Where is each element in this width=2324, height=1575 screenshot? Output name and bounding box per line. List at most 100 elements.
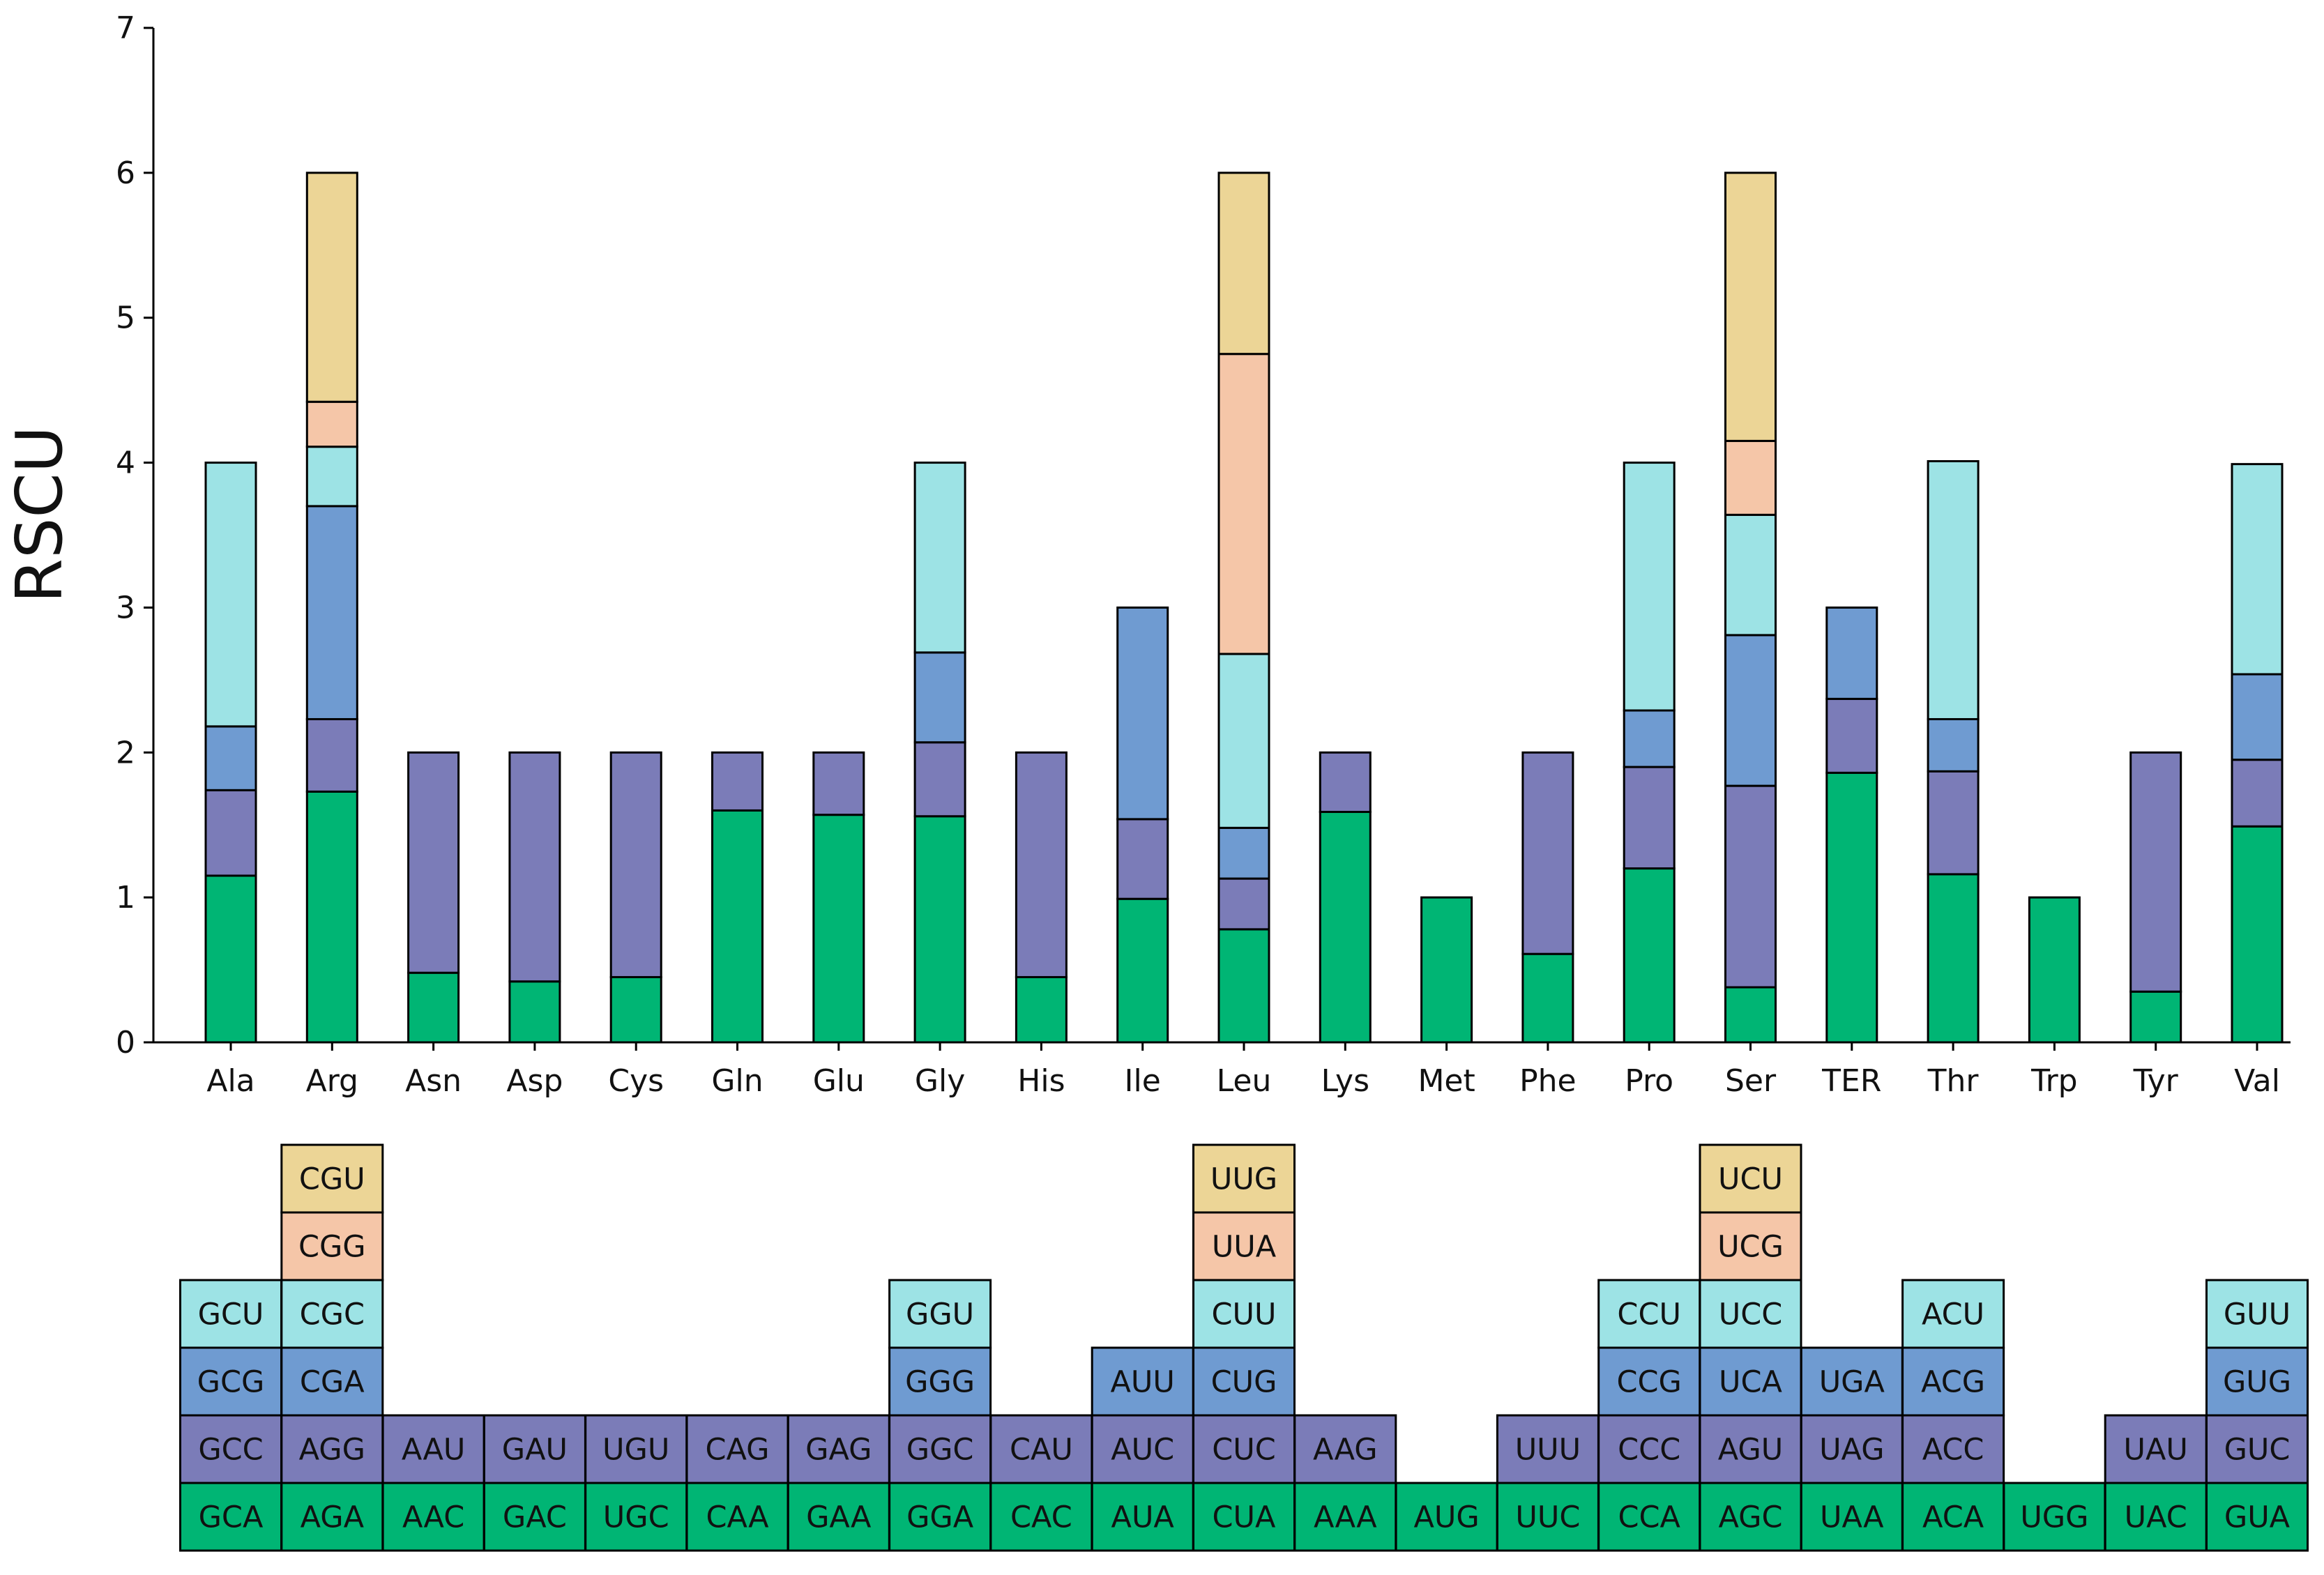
- codon-cell: [888, 1279, 992, 1349]
- bar-segment-thr-aca: [1927, 873, 1980, 1044]
- bar-segment-asn-aac: [407, 971, 460, 1044]
- codon-label: GCC: [198, 1433, 263, 1468]
- codon-cell: [1192, 1414, 1296, 1484]
- codon-label: CAC: [1010, 1500, 1072, 1535]
- bar-segment-ile-aua: [1116, 897, 1169, 1044]
- bar-segment-arg-cgc: [305, 446, 358, 508]
- codon-cell: [179, 1346, 282, 1417]
- codon-label: CCC: [1618, 1433, 1680, 1468]
- codon-cell: [280, 1414, 384, 1484]
- codon-cell: [888, 1482, 992, 1552]
- codon-label: AAC: [402, 1500, 464, 1535]
- x-tick-label: Phe: [1519, 1063, 1577, 1099]
- x-tick-label: TER: [1821, 1063, 1881, 1099]
- x-tick-label: Val: [2234, 1063, 2280, 1099]
- codon-cell: [280, 1143, 384, 1214]
- bar-segment-ala-gcc: [204, 789, 257, 877]
- bar-segment-trp-ugg: [2028, 896, 2081, 1044]
- codon-label: GGU: [906, 1298, 974, 1332]
- bar-segment-val-gug: [2231, 673, 2284, 761]
- bar-segment-glu-gag: [812, 751, 865, 816]
- codon-cell: [381, 1414, 485, 1484]
- codon-cell: [685, 1414, 789, 1484]
- codon-label: CCG: [1617, 1365, 1682, 1400]
- bar-segment-arg-agg: [305, 717, 358, 793]
- x-tick-label: Leu: [1217, 1063, 1272, 1099]
- bar-segment-tyr-uac: [2129, 990, 2182, 1044]
- codon-cell: [1597, 1482, 1701, 1552]
- bar-segment-asp-gac: [508, 980, 561, 1044]
- bar-segment-ser-ucu: [1724, 172, 1777, 442]
- codon-label: CCU: [1617, 1298, 1681, 1332]
- x-tick-label: Ser: [1725, 1063, 1777, 1099]
- bar-segment-gly-ggc: [913, 741, 966, 818]
- bar-segment-cys-ugc: [609, 975, 662, 1044]
- y-tick-label: 0: [116, 1025, 135, 1060]
- bar-segment-ser-agc: [1724, 986, 1777, 1044]
- bar-segment-leu-uug: [1217, 172, 1270, 356]
- codon-label: GCG: [197, 1365, 265, 1400]
- codon-label: AGG: [299, 1433, 365, 1468]
- codon-label: ACA: [1922, 1500, 1984, 1535]
- codon-label: CGA: [300, 1365, 365, 1400]
- codon-label: UAG: [1819, 1433, 1884, 1468]
- bar-segment-ile-auc: [1116, 818, 1169, 900]
- codon-cell: [1192, 1143, 1296, 1214]
- codon-label: UCC: [1719, 1298, 1783, 1332]
- bar-segment-ter-uga: [1825, 606, 1878, 700]
- bar-segment-val-guc: [2231, 759, 2284, 828]
- bar-segment-ser-agu: [1724, 784, 1777, 989]
- bar-segment-met-aug: [1420, 896, 1473, 1044]
- codon-label: GAU: [502, 1433, 568, 1468]
- y-tick-label: 5: [116, 300, 135, 336]
- codon-cell: [989, 1414, 1093, 1484]
- bar-segment-val-gua: [2231, 825, 2284, 1044]
- codon-label: AUC: [1111, 1433, 1174, 1468]
- codon-label: GCA: [199, 1500, 264, 1535]
- codon-cell: [1597, 1414, 1701, 1484]
- bar-segment-lys-aaa: [1319, 811, 1372, 1044]
- codon-cell: [1699, 1482, 1802, 1552]
- x-tick-label: Gln: [711, 1063, 763, 1099]
- y-tick-label: 4: [116, 446, 135, 481]
- bar-segment-phe-uuu: [1521, 751, 1574, 955]
- codon-label: AGU: [1718, 1433, 1783, 1468]
- codon-cell: [1699, 1279, 1802, 1349]
- bar-segment-thr-acc: [1927, 770, 1980, 876]
- x-tick-label: Asn: [405, 1063, 462, 1099]
- codon-label: GGC: [906, 1433, 974, 1468]
- codon-cell: [2205, 1346, 2309, 1417]
- codon-cell: [1699, 1346, 1802, 1417]
- bar-segment-ter-uag: [1825, 697, 1878, 774]
- bar-segment-arg-cga: [305, 505, 358, 720]
- bar-segment-cys-ugu: [609, 751, 662, 978]
- codon-cell: [280, 1346, 384, 1417]
- bar-segment-thr-acg: [1927, 717, 1980, 773]
- codon-label: UUG: [1210, 1162, 1277, 1197]
- codon-cell: [1597, 1279, 1701, 1349]
- codon-cell: [2205, 1414, 2309, 1484]
- codon-cell: [1800, 1482, 1904, 1552]
- bar-segment-asn-aau: [407, 751, 460, 974]
- x-tick-label: Ala: [206, 1063, 255, 1099]
- x-tick-label: His: [1017, 1063, 1065, 1099]
- codon-label: AUU: [1111, 1365, 1175, 1400]
- codon-cell: [1901, 1346, 2005, 1417]
- bar-segment-gly-ggg: [913, 651, 966, 744]
- bar-segment-ala-gca: [204, 874, 257, 1044]
- codon-legend-grid: GCA GCC GCG GCU AGA AGG CGA CGC CGG CGU AAC AAU GAC G…: [179, 1143, 2309, 1552]
- codon-cell: [179, 1482, 282, 1552]
- y-tick-label: 6: [116, 155, 135, 191]
- bar-segment-val-guu: [2231, 463, 2284, 676]
- codon-label: UUU: [1515, 1433, 1581, 1468]
- codon-label: AAA: [1314, 1500, 1377, 1535]
- bar-segment-arg-cgu: [305, 172, 358, 403]
- codon-cell: [483, 1414, 586, 1484]
- bar-segment-tyr-uau: [2129, 751, 2182, 993]
- codon-label: GAC: [503, 1500, 567, 1535]
- bar-segment-pro-ccu: [1623, 462, 1676, 712]
- codon-label: GUG: [2223, 1365, 2291, 1400]
- bar-segment-glu-gaa: [812, 814, 865, 1044]
- codon-label: ACU: [1922, 1298, 1984, 1332]
